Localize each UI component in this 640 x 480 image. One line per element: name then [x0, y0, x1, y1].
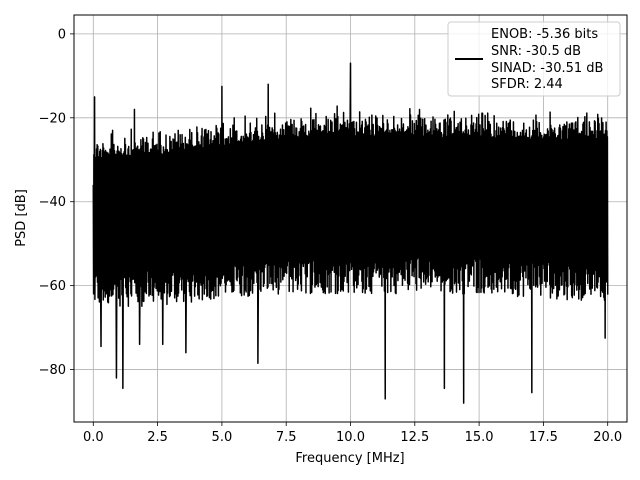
x-tick-label: 20.0 [593, 430, 622, 445]
y-tick-label: 0 [58, 27, 66, 42]
y-tick-label: −20 [39, 111, 66, 126]
x-tick-label: 2.5 [147, 430, 168, 445]
legend-snr: SNR: -30.5 dB [491, 44, 581, 59]
y-tick-label: −60 [39, 279, 66, 294]
x-tick-label: 0.0 [83, 430, 104, 445]
x-tick-label: 17.5 [529, 430, 558, 445]
legend: ENOB: -5.36 bits SNR: -30.5 dB SINAD: -3… [447, 21, 621, 97]
y-axis: 0 −20 −40 −60 −80 [39, 27, 74, 378]
y-axis-label: PSD [dB] [14, 189, 29, 247]
x-tick-label: 10.0 [336, 430, 365, 445]
legend-box [447, 21, 621, 97]
legend-sfdr: SFDR: 2.44 [491, 77, 563, 92]
x-tick-label: 12.5 [400, 430, 429, 445]
x-tick-label: 5.0 [212, 430, 233, 445]
y-tick-label: −40 [39, 195, 66, 210]
plot-area [92, 62, 609, 404]
x-tick-label: 15.0 [465, 430, 494, 445]
x-axis: 0.0 2.5 5.0 7.5 10.0 12.5 15.0 17.5 20.0 [83, 422, 622, 445]
y-tick-label: −80 [39, 363, 66, 378]
legend-enob: ENOB: -5.36 bits [491, 27, 598, 42]
legend-sinad: SINAD: -30.51 dB [491, 61, 603, 76]
x-axis-label: Frequency [MHz] [295, 451, 404, 466]
psd-line [92, 62, 609, 404]
x-tick-label: 7.5 [276, 430, 297, 445]
psd-series [92, 62, 609, 404]
